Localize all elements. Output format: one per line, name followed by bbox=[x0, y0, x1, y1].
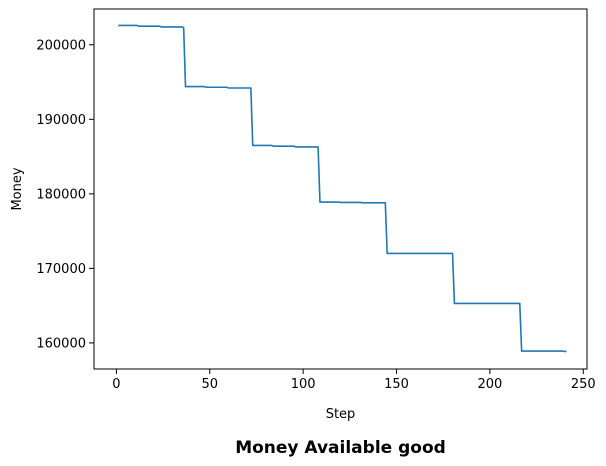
plot-frame bbox=[94, 9, 587, 369]
x-axis-label: Step bbox=[326, 407, 356, 422]
series-line-money bbox=[118, 25, 566, 351]
x-tick-label: 200 bbox=[477, 377, 502, 392]
x-tick-label: 0 bbox=[112, 377, 120, 392]
chart-title: Money Available good bbox=[235, 438, 446, 458]
y-tick-label: 200000 bbox=[36, 38, 86, 53]
y-tick-label: 160000 bbox=[36, 336, 86, 351]
y-tick-label: 190000 bbox=[36, 113, 86, 128]
ticks-layer: 0 50 100 150 200 250 160000 170000 180000 190000 2… bbox=[36, 38, 595, 392]
y-axis-label: Money bbox=[10, 167, 25, 210]
x-tick-label: 150 bbox=[384, 377, 409, 392]
x-tick-label: 100 bbox=[291, 377, 316, 392]
x-tick-label: 50 bbox=[202, 377, 219, 392]
y-tick-label: 180000 bbox=[36, 187, 86, 202]
x-tick-label: 250 bbox=[571, 377, 596, 392]
y-tick-label: 170000 bbox=[36, 262, 86, 277]
